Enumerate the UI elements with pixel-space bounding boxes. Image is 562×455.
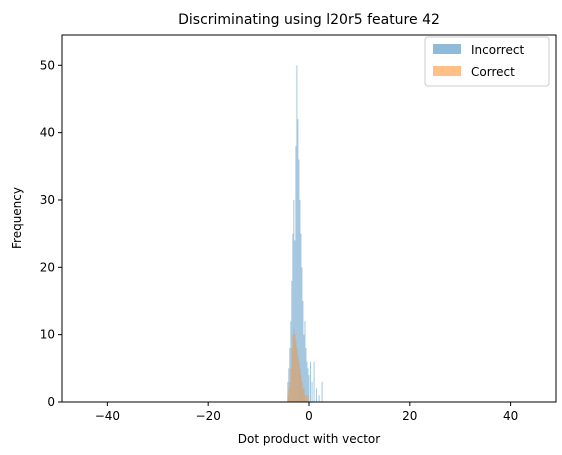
- x-axis-ticks: −40 −20 0 20 40: [95, 402, 518, 423]
- legend-label-correct: Correct: [471, 65, 515, 79]
- y-tick-label: 0: [47, 395, 55, 409]
- incorrect-bar: [311, 381, 313, 402]
- y-tick-label: 40: [40, 126, 55, 140]
- incorrect-bar: [288, 368, 290, 402]
- incorrect-bar: [291, 280, 293, 402]
- incorrect-bar: [296, 65, 298, 403]
- x-tick-label: 20: [402, 409, 417, 423]
- x-tick-label: 0: [305, 409, 313, 423]
- correct-bar: [303, 388, 305, 402]
- incorrect-bar: [294, 240, 296, 402]
- plot-frame: [61, 34, 557, 403]
- legend: Incorrect Correct: [424, 36, 550, 87]
- correct-bar: [307, 395, 309, 402]
- incorrect-bar: [303, 334, 305, 402]
- legend-swatch-incorrect: [433, 44, 461, 54]
- incorrect-bar: [302, 300, 304, 402]
- correct-bar: [289, 381, 291, 402]
- incorrect-bar: [295, 146, 297, 402]
- incorrect-bar: [293, 199, 295, 402]
- incorrect-bar: [313, 361, 315, 402]
- correct-bar: [291, 348, 293, 402]
- correct-bar: [296, 348, 298, 402]
- incorrect-bar: [310, 361, 311, 402]
- incorrect-bar: [305, 348, 307, 402]
- correct-bar: [306, 395, 307, 402]
- correct-bar: [293, 327, 295, 402]
- bars-group: [287, 65, 323, 403]
- incorrect-bar: [292, 233, 294, 402]
- x-axis-label: Dot product with vector: [238, 432, 380, 446]
- correct-bar: [301, 381, 303, 402]
- correct-bar: [295, 341, 297, 402]
- incorrect-bar: [301, 267, 303, 402]
- incorrect-bar: [287, 381, 289, 402]
- correct-bar: [287, 395, 289, 402]
- incorrect-bar: [299, 199, 301, 402]
- incorrect-bar: [308, 375, 310, 402]
- y-tick-label: 10: [40, 328, 55, 342]
- incorrect-bar: [316, 388, 317, 402]
- incorrect-bar: [297, 119, 299, 403]
- correct-bar: [299, 368, 301, 402]
- legend-label-incorrect: Incorrect: [471, 43, 524, 57]
- correct-bar: [302, 388, 304, 402]
- correct-bar: [288, 388, 290, 402]
- correct-bar: [304, 395, 306, 402]
- incorrect-bar: [300, 233, 302, 402]
- y-tick-label: 30: [40, 193, 55, 207]
- y-tick-label: 20: [40, 260, 55, 274]
- correct-bar: [297, 354, 299, 402]
- correct-bar: [294, 334, 296, 402]
- correct-bar: [298, 361, 300, 402]
- x-tick-label: 40: [503, 409, 518, 423]
- incorrect-bar: [321, 381, 323, 402]
- correct-bar: [290, 368, 292, 402]
- incorrect-bar: [306, 361, 308, 402]
- incorrect-bar: [307, 368, 309, 402]
- legend-swatch-correct: [433, 66, 461, 76]
- correct-bar: [292, 334, 294, 402]
- chart-title: Discriminating using l20r5 feature 42: [178, 12, 440, 28]
- incorrect-bar: [298, 159, 300, 402]
- y-tick-label: 50: [40, 58, 55, 72]
- incorrect-bar: [289, 348, 291, 402]
- incorrect-bar: [290, 321, 292, 402]
- incorrect-bar: [318, 395, 320, 402]
- x-tick-label: −40: [95, 409, 120, 423]
- correct-bar: [300, 375, 302, 402]
- x-tick-label: −20: [196, 409, 221, 423]
- incorrect-bar: [304, 321, 306, 402]
- y-axis-label: Frequency: [10, 187, 24, 249]
- y-axis-ticks: 0 10 20 30 40 50: [40, 58, 62, 409]
